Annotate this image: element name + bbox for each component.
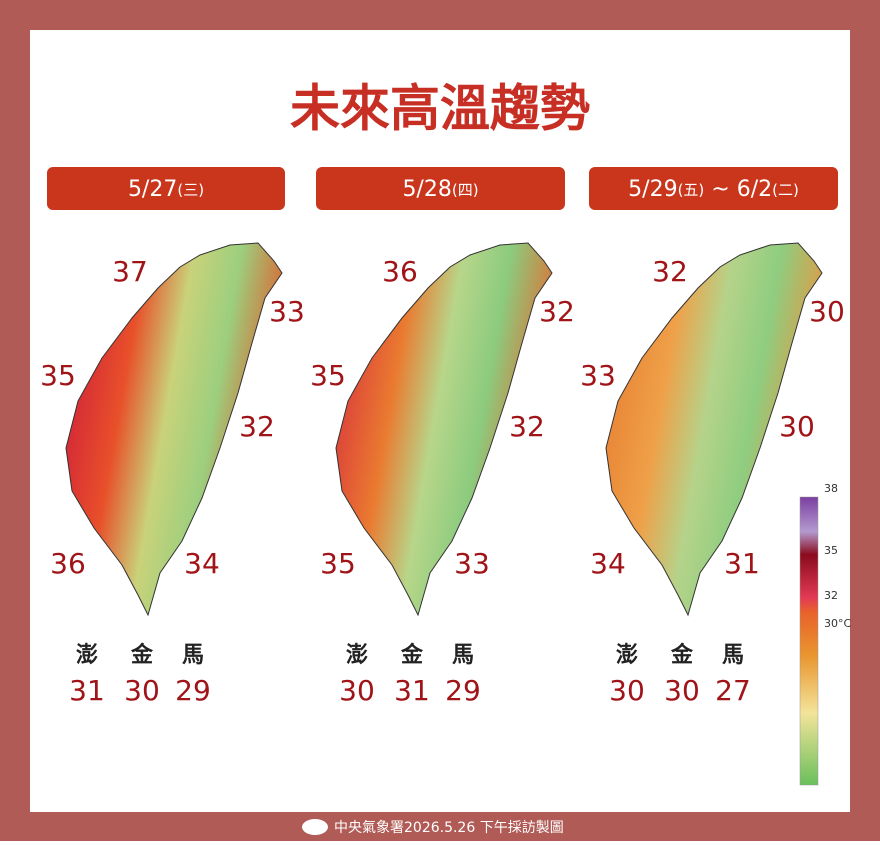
island-temp: 31 <box>69 674 105 707</box>
island-temp: 30 <box>124 674 160 707</box>
region-temp: 33 <box>454 547 490 580</box>
island-temp: 27 <box>715 674 751 707</box>
legend-label: 30°C <box>824 617 851 630</box>
date-part: (四) <box>452 181 479 199</box>
island-name: 金 <box>670 642 694 668</box>
legend-label: 35 <box>824 544 838 557</box>
logo <box>302 819 328 835</box>
region-temp: 35 <box>310 359 346 392</box>
region-temp: 34 <box>184 547 220 580</box>
island-name: 澎 <box>76 643 98 668</box>
island-temp: 30 <box>339 674 375 707</box>
region-temp: 35 <box>320 547 356 580</box>
region-temp: 32 <box>539 295 575 328</box>
island-name: 馬 <box>452 643 474 668</box>
region-temp: 32 <box>509 410 545 443</box>
date-part: (二) <box>772 181 799 199</box>
island-name: 澎 <box>346 643 368 668</box>
date-part: 5/27 <box>128 177 177 202</box>
region-temp: 34 <box>590 547 626 580</box>
region-temp: 36 <box>382 255 418 288</box>
region-temp: 30 <box>809 295 845 328</box>
footer: 中央氣象署2026.5.26 下午採訪製圖 <box>302 819 564 836</box>
date-part: (五) <box>678 181 705 199</box>
island-temp: 30 <box>664 674 700 707</box>
island-temp: 29 <box>445 674 481 707</box>
colorbar <box>799 496 819 786</box>
date-box <box>316 167 565 210</box>
date-label: 5/28(四) <box>402 177 478 202</box>
island-name: 金 <box>400 642 424 668</box>
date-label: 5/27(三) <box>128 177 204 202</box>
region-temp: 36 <box>50 547 86 580</box>
date-box <box>47 167 285 210</box>
island-name: 金 <box>130 642 154 668</box>
island-name: 澎 <box>616 643 638 668</box>
region-temp: 31 <box>724 547 760 580</box>
region-temp: 32 <box>239 410 275 443</box>
region-temp: 32 <box>652 255 688 288</box>
island-temp: 29 <box>175 674 211 707</box>
island-temp: 31 <box>394 674 430 707</box>
island-name: 馬 <box>722 643 744 668</box>
legend-label: 38 <box>824 482 838 495</box>
region-temp: 37 <box>112 255 148 288</box>
region-temp: 30 <box>779 410 815 443</box>
date-label: 5/29(五) ~ 6/2(二) <box>628 177 799 202</box>
legend-label: 32 <box>824 589 838 602</box>
region-temp: 33 <box>580 359 616 392</box>
footer-text: 中央氣象署2026.5.26 下午採訪製圖 <box>334 820 564 836</box>
date-part: (三) <box>177 181 204 199</box>
island-temp: 30 <box>609 674 645 707</box>
island-name: 馬 <box>182 643 204 668</box>
title: 未來高溫趨勢 <box>290 80 590 138</box>
date-part: ~ 6/2 <box>704 177 772 202</box>
region-temp: 35 <box>40 359 76 392</box>
region-temp: 33 <box>269 295 305 328</box>
date-part: 5/28 <box>402 177 451 202</box>
date-part: 5/29 <box>628 177 677 202</box>
date-box <box>589 167 838 210</box>
